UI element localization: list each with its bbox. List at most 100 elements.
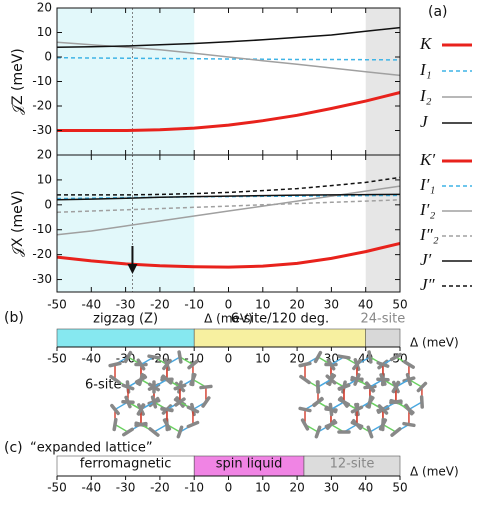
legend-label: I₂ — [419, 86, 432, 105]
spin-rod — [367, 350, 373, 364]
spin-rod — [312, 397, 324, 407]
spin-rod — [314, 425, 322, 439]
spin-rod — [366, 395, 374, 409]
spin-rod — [148, 427, 160, 437]
spin-rod — [122, 427, 134, 437]
series-line — [57, 91, 401, 132]
spin-rod — [328, 402, 334, 417]
x-axis-label: Δ (meV) — [410, 465, 459, 479]
spin-rod — [134, 421, 148, 428]
x-tick-label: 10 — [255, 298, 270, 312]
phase-shading — [365, 8, 400, 155]
x-tick-label: -30 — [116, 481, 136, 495]
spin-rod — [298, 406, 312, 413]
spin-rod — [173, 383, 187, 391]
x-tick-label: 10 — [255, 481, 270, 495]
phase-region — [193, 328, 366, 348]
series-line — [56, 199, 401, 214]
x-tick-label: -50 — [47, 298, 67, 312]
y-tick-label: -10 — [32, 74, 52, 88]
spin-rod — [313, 350, 323, 364]
spin-rod — [110, 403, 120, 416]
lattice-bond — [179, 356, 194, 366]
y-tick-label: -20 — [32, 247, 52, 261]
x-tick-label: -20 — [150, 298, 170, 312]
spin-rod — [136, 358, 146, 371]
spin-rod — [121, 383, 135, 391]
spin-rod — [187, 359, 199, 370]
x-tick-label: 50 — [392, 481, 407, 495]
spin-rod — [186, 405, 200, 414]
x-tick-label: -40 — [81, 352, 101, 366]
y-tick-label: -30 — [32, 272, 52, 286]
legend-label: I₁ — [419, 60, 432, 79]
x-tick-label: -40 — [81, 481, 101, 495]
spin-rod — [402, 421, 416, 428]
spin-rod — [147, 354, 161, 360]
spin-rod — [389, 399, 403, 405]
spin-rod — [176, 425, 184, 439]
phase-region — [56, 328, 195, 348]
spin-rod — [186, 420, 200, 429]
x-axis-label: Δ (meV) — [410, 336, 459, 350]
spin-rod — [337, 354, 351, 360]
series-line — [56, 241, 401, 269]
y-tick-label: 10 — [37, 25, 52, 39]
annotation: 6-site — [85, 378, 121, 393]
x-tick-label: 20 — [289, 298, 304, 312]
x-tick-label: -30 — [116, 298, 136, 312]
y-tick-label: 0 — [44, 197, 52, 211]
y-tick-label: 10 — [37, 172, 52, 186]
x-tick-label: -20 — [150, 481, 170, 495]
spin-rod — [404, 403, 414, 416]
spin-rod — [300, 418, 310, 431]
phase-shading — [57, 155, 195, 292]
phase-label: ferromagnetic — [80, 457, 172, 472]
panel-label: (b) — [4, 310, 24, 326]
spin-rod — [325, 419, 337, 430]
phase-region — [365, 328, 401, 348]
arrow-head — [127, 264, 138, 274]
x-tick-label: -50 — [47, 481, 67, 495]
spin-rod — [162, 358, 172, 371]
spin-rod — [352, 358, 362, 371]
spin-rod — [350, 405, 364, 414]
spin-rod — [350, 420, 364, 429]
spin-rod — [390, 427, 402, 437]
legend-label: J — [420, 112, 429, 131]
legend-label: I′₁ — [419, 175, 435, 194]
y-axis-label: 𝒥Z (meV) — [10, 48, 26, 114]
spin-rod — [162, 418, 172, 431]
x-tick-label: 40 — [358, 481, 373, 495]
spin-rod — [353, 373, 361, 386]
spin-rod — [337, 383, 351, 391]
spin-rod — [405, 372, 413, 387]
y-tick-label: 20 — [37, 1, 52, 15]
lattice-bond — [330, 401, 345, 411]
phase-label: 12-site — [330, 457, 375, 472]
spin-rod — [416, 381, 428, 393]
spin-rod — [121, 399, 135, 405]
spin-rod — [136, 403, 146, 416]
spin-rod — [298, 361, 312, 368]
y-axis-label: 𝒥X (meV) — [10, 190, 26, 256]
lattice-bond — [408, 401, 423, 411]
x-tick-label: -50 — [47, 352, 67, 366]
spin-rod — [161, 374, 173, 385]
panel-label: (c) — [4, 440, 23, 456]
spin-rod — [109, 374, 121, 385]
annotation: “expanded lattice” — [30, 441, 153, 456]
spin-rod — [199, 384, 213, 390]
series-line — [56, 26, 401, 48]
y-tick-label: -20 — [32, 99, 52, 113]
legend-label: K — [419, 34, 433, 53]
phase-label: zigzag (Z) — [93, 312, 158, 327]
spin-rod — [189, 373, 197, 386]
legend-label: I′₂ — [419, 200, 435, 219]
spin-rod — [338, 397, 350, 407]
x-tick-label: 0 — [225, 298, 233, 312]
spin-rod — [377, 404, 389, 415]
phase-label: spin liquid — [216, 457, 283, 472]
series-line — [57, 176, 401, 196]
